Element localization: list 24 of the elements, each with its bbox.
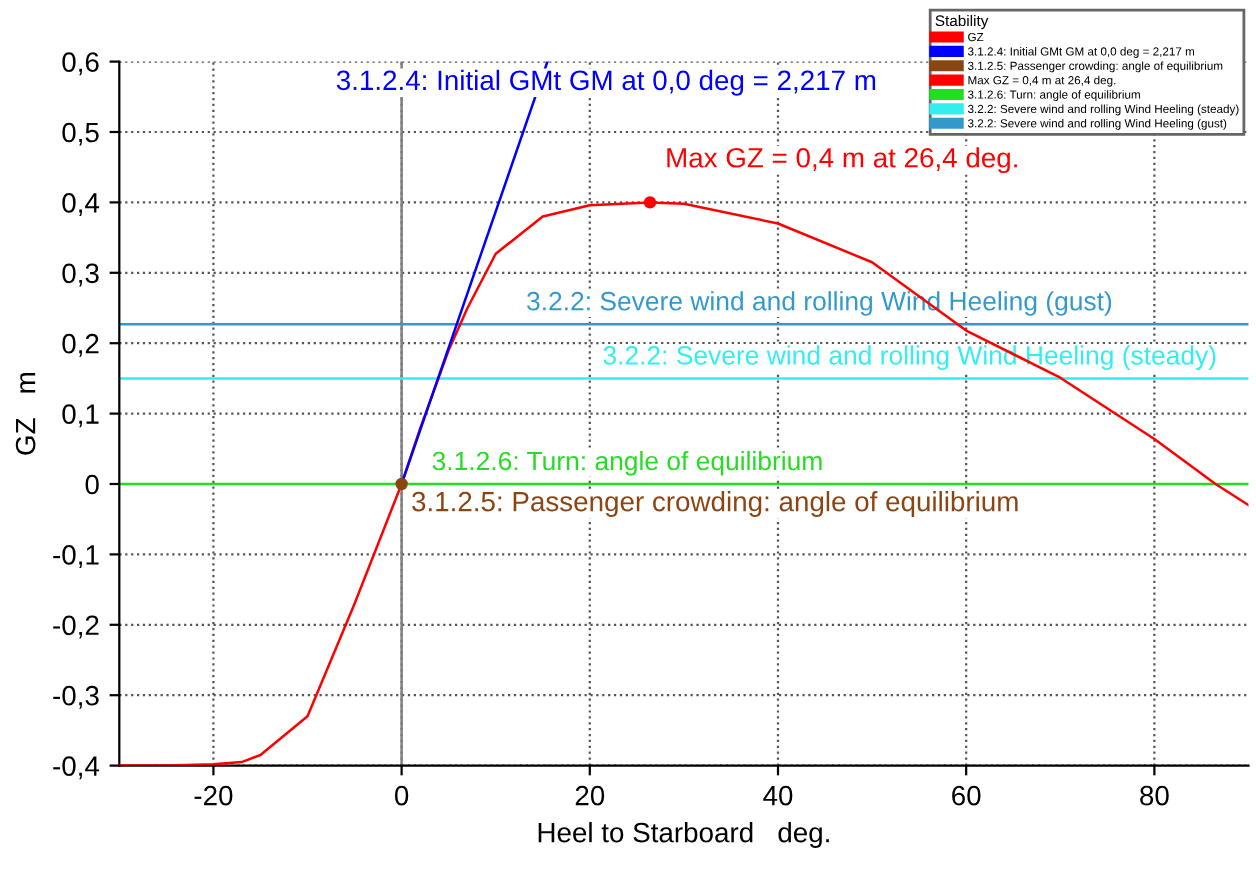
y-tick-label: -0,1 (53, 545, 99, 569)
y-tick-label: 0,1 (62, 404, 99, 428)
x-tick-label: 40 (763, 785, 793, 806)
text: Max GZ = 0,4 m at 26,4 deg. (667, 147, 1017, 174)
x-tick-label: 0 (394, 785, 409, 806)
x-tick-label: 20 (575, 785, 605, 806)
y-tick-label: 0,3 (62, 263, 99, 287)
text: 3.1.2.5: Passenger crowding: angle of equilibrium (412, 491, 1018, 517)
x-axis-title: Heel to Starboard deg. (538, 822, 829, 848)
ref-line-label: 3.2.2: Severe wind and rolling Wind Heeling (steady) (603, 345, 1216, 370)
y-axis-title: GZ m (15, 373, 36, 455)
x-tick-label: 80 (1140, 785, 1169, 806)
y-tick-label: -0,2 (53, 615, 99, 639)
x-tick-label: -20 (194, 785, 233, 806)
y-tick-label: 0,6 (62, 52, 99, 76)
y-tick-label: 0,5 (62, 122, 99, 146)
y-tick-label: 0,4 (62, 193, 100, 217)
y-tick-label: -0,4 (53, 756, 100, 780)
y-tick-label: 0 (85, 474, 99, 495)
text: 3.1.2.4: Initial GMt GM at 0,0 deg = 2,217 m (336, 69, 876, 96)
y-tick-label: -0,3 (53, 685, 99, 709)
y-tick-label: 0,2 (62, 333, 99, 357)
ref-line-label: 3.1.2.6: Turn: angle of equilibrium (432, 450, 822, 476)
x-tick-label: 60 (952, 785, 981, 806)
